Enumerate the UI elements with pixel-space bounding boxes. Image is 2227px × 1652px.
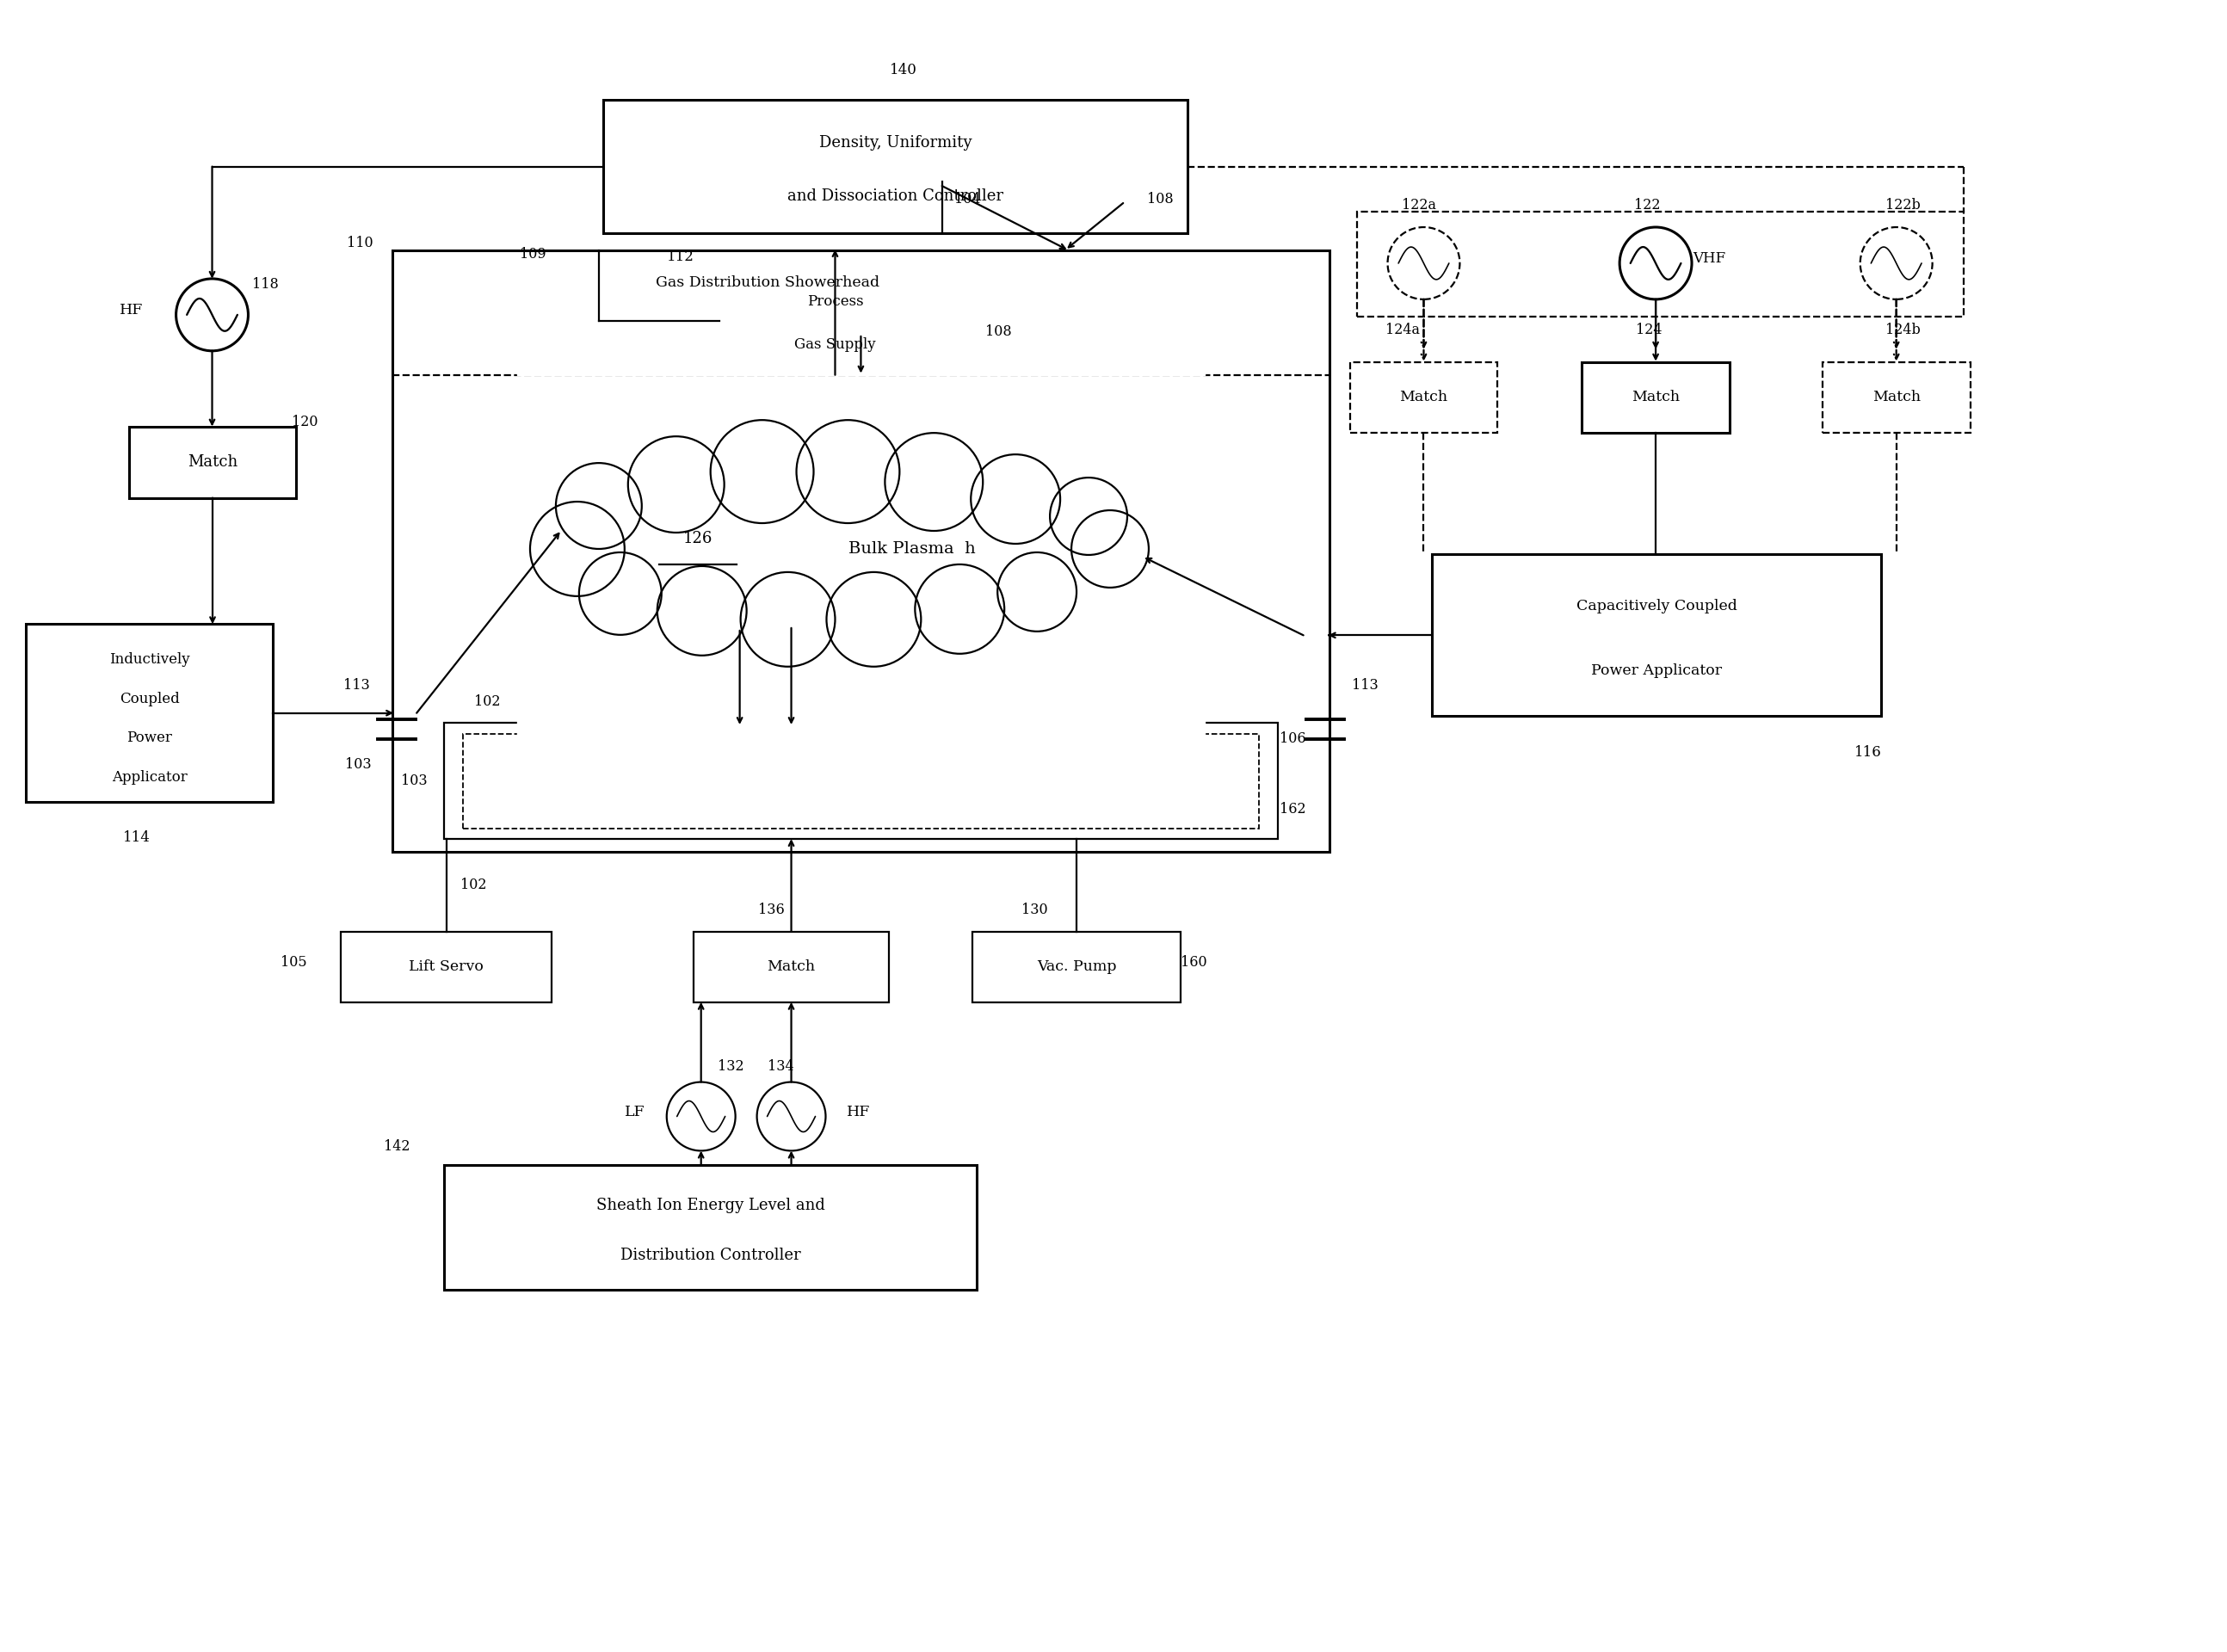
- Text: 134: 134: [768, 1059, 795, 1074]
- Bar: [27, 624, 274, 801]
- Circle shape: [1071, 510, 1149, 588]
- Text: Capacitively Coupled: Capacitively Coupled: [1577, 600, 1737, 613]
- Bar: [517, 714, 1205, 740]
- Text: 122b: 122b: [1886, 198, 1920, 211]
- Text: Lift Servo: Lift Servo: [410, 960, 483, 975]
- Text: Match: Match: [766, 960, 815, 975]
- Bar: [1822, 362, 1971, 433]
- Text: 120: 120: [292, 415, 318, 430]
- Text: 113: 113: [1352, 679, 1379, 692]
- Text: 162: 162: [1281, 801, 1307, 816]
- Text: HF: HF: [120, 304, 143, 317]
- Circle shape: [884, 433, 982, 530]
- Text: Power Applicator: Power Applicator: [1590, 664, 1721, 677]
- Text: 124b: 124b: [1886, 322, 1920, 337]
- Text: 122a: 122a: [1403, 198, 1436, 211]
- Text: 124: 124: [1635, 322, 1661, 337]
- Text: 109: 109: [519, 248, 546, 263]
- Circle shape: [971, 454, 1060, 544]
- Text: 126: 126: [684, 530, 713, 547]
- Text: Match: Match: [1399, 390, 1448, 405]
- Text: 112: 112: [666, 249, 695, 264]
- Circle shape: [530, 502, 624, 596]
- Circle shape: [797, 420, 900, 524]
- Text: Bulk Plasma  h: Bulk Plasma h: [848, 542, 975, 557]
- Circle shape: [1860, 228, 1933, 299]
- Circle shape: [710, 420, 813, 524]
- Text: 102: 102: [461, 877, 488, 892]
- Circle shape: [176, 279, 247, 350]
- Bar: [1432, 555, 1882, 715]
- Text: 160: 160: [1180, 955, 1207, 970]
- Text: Distribution Controller: Distribution Controller: [621, 1247, 802, 1262]
- Text: Sheath Ion Energy Level and: Sheath Ion Energy Level and: [597, 1198, 824, 1213]
- Text: Power: Power: [127, 730, 171, 745]
- Text: VHF: VHF: [1693, 251, 1726, 266]
- Text: 106: 106: [1281, 732, 1307, 745]
- Bar: [1356, 211, 1964, 317]
- Text: Process: Process: [806, 294, 864, 309]
- Text: 110: 110: [347, 236, 374, 251]
- Circle shape: [628, 436, 724, 532]
- Text: 142: 142: [383, 1140, 410, 1153]
- Text: 132: 132: [717, 1059, 744, 1074]
- Text: Match: Match: [1873, 390, 1920, 405]
- Circle shape: [826, 572, 922, 667]
- Text: LF: LF: [626, 1105, 646, 1120]
- Text: 103: 103: [401, 773, 428, 788]
- Text: and Dissociation Controller: and Dissociation Controller: [788, 188, 1002, 203]
- Bar: [1350, 362, 1497, 433]
- Text: 104: 104: [955, 192, 980, 206]
- Circle shape: [1619, 228, 1693, 299]
- Text: 140: 140: [891, 63, 918, 78]
- Bar: [973, 932, 1180, 1003]
- Text: 108: 108: [984, 325, 1011, 339]
- Bar: [693, 932, 889, 1003]
- Bar: [443, 724, 1278, 839]
- Bar: [517, 332, 1205, 375]
- Text: 116: 116: [1855, 745, 1882, 760]
- Bar: [392, 251, 1330, 852]
- Text: 136: 136: [759, 904, 784, 917]
- Circle shape: [579, 552, 661, 634]
- Bar: [341, 932, 552, 1003]
- Text: 105: 105: [281, 955, 307, 970]
- Text: Match: Match: [1632, 390, 1679, 405]
- Text: Vac. Pump: Vac. Pump: [1038, 960, 1116, 975]
- Circle shape: [557, 463, 641, 548]
- Circle shape: [1049, 477, 1127, 555]
- Bar: [443, 1165, 978, 1290]
- Circle shape: [998, 552, 1076, 631]
- Text: Inductively: Inductively: [109, 653, 189, 667]
- Text: Coupled: Coupled: [120, 692, 180, 705]
- Text: 122: 122: [1635, 198, 1659, 211]
- Circle shape: [742, 572, 835, 667]
- Text: 124a: 124a: [1385, 322, 1419, 337]
- Text: 103: 103: [345, 757, 372, 771]
- Circle shape: [915, 565, 1004, 654]
- Text: 118: 118: [252, 278, 278, 292]
- Text: Density, Uniformity: Density, Uniformity: [820, 135, 971, 150]
- Circle shape: [1387, 228, 1459, 299]
- Circle shape: [657, 567, 746, 656]
- Circle shape: [757, 1082, 826, 1151]
- Circle shape: [666, 1082, 735, 1151]
- Text: 113: 113: [343, 679, 370, 692]
- Text: 130: 130: [1022, 904, 1049, 917]
- Bar: [604, 101, 1187, 233]
- Text: 114: 114: [122, 831, 149, 846]
- Bar: [1581, 362, 1730, 433]
- Bar: [129, 426, 296, 497]
- Text: Gas Supply: Gas Supply: [795, 337, 875, 352]
- Text: Match: Match: [187, 454, 238, 469]
- Text: HF: HF: [846, 1105, 871, 1120]
- Bar: [719, 268, 951, 375]
- Text: Applicator: Applicator: [111, 770, 187, 785]
- Text: 102: 102: [474, 694, 501, 709]
- Text: Gas Distribution Showerhead: Gas Distribution Showerhead: [655, 276, 880, 291]
- Bar: [463, 733, 1258, 829]
- Text: 108: 108: [1147, 192, 1174, 206]
- Ellipse shape: [543, 463, 1162, 634]
